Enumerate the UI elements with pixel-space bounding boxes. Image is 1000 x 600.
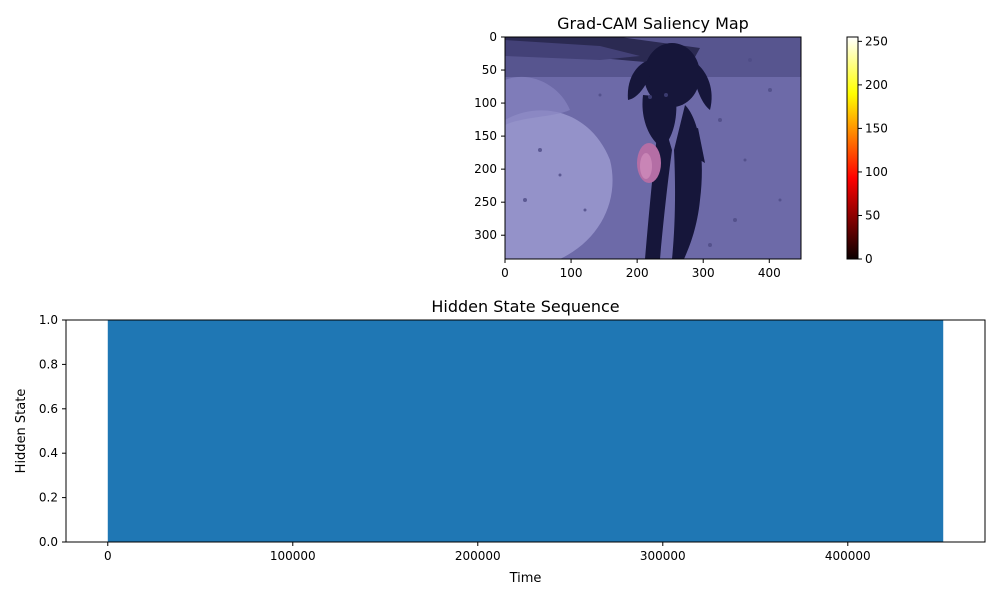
hidden-y-tick-label: 1.0 bbox=[39, 313, 58, 327]
hidden-x-tick-label: 100000 bbox=[270, 549, 316, 563]
hidden-y-tick-label: 0.0 bbox=[39, 535, 58, 549]
ground-speckles bbox=[523, 58, 782, 247]
saliency-y-tick-label: 150 bbox=[474, 129, 497, 143]
hidden-x-tick-label: 0 bbox=[104, 549, 112, 563]
hidden-state-xlabel: Time bbox=[509, 571, 542, 586]
colorbar-frame bbox=[846, 36, 859, 260]
saliency-y-tick-label: 0 bbox=[489, 30, 497, 44]
hidden-state-chart: Hidden State Sequence 0 100000 200000 30000… bbox=[14, 297, 986, 586]
saliency-y-tick-label: 300 bbox=[474, 228, 497, 242]
saliency-x-tick-label: 400 bbox=[758, 266, 781, 280]
saliency-y-axis: 0 50 100 150 200 250 300 bbox=[474, 30, 505, 242]
saliency-x-tick-label: 0 bbox=[501, 266, 509, 280]
hidden-state-bars bbox=[107, 320, 944, 542]
hidden-state-x-axis: 0 100000 200000 300000 400000 bbox=[104, 542, 871, 563]
saliency-y-tick-label: 100 bbox=[474, 96, 497, 110]
dog-silhouette bbox=[627, 43, 712, 259]
hidden-state-axes-frame bbox=[65, 319, 986, 543]
log-highlight bbox=[505, 40, 640, 60]
hidden-y-tick-label: 0.4 bbox=[39, 446, 58, 460]
sand-patch bbox=[505, 110, 613, 259]
sand-patch-2 bbox=[505, 76, 570, 125]
colorbar-tick-label: 100 bbox=[865, 165, 888, 179]
colorbar-tick-label: 200 bbox=[865, 78, 888, 92]
saliency-map-title: Grad-CAM Saliency Map bbox=[557, 14, 749, 33]
saliency-x-tick-label: 200 bbox=[626, 266, 649, 280]
saliency-image bbox=[505, 37, 801, 259]
colorbar-tick-label: 250 bbox=[865, 34, 888, 48]
colorbar-tick-label: 0 bbox=[865, 252, 873, 266]
saliency-map-chart: Grad-CAM Saliency Map bbox=[474, 14, 888, 280]
hidden-state-title: Hidden State Sequence bbox=[431, 297, 619, 316]
colorbar-tick-label: 50 bbox=[865, 208, 880, 222]
saliency-x-tick-label: 300 bbox=[692, 266, 715, 280]
dog-eye-left bbox=[648, 95, 652, 99]
hidden-y-tick-label: 0.8 bbox=[39, 357, 58, 371]
hidden-x-tick-label: 400000 bbox=[825, 549, 871, 563]
hidden-state-y-axis: 0.0 0.2 0.4 0.6 0.8 1.0 bbox=[39, 313, 66, 549]
saliency-y-tick-label: 50 bbox=[482, 63, 497, 77]
colorbar-tick-label: 150 bbox=[865, 121, 888, 135]
hidden-y-tick-label: 0.6 bbox=[39, 402, 58, 416]
saliency-x-axis: 0 100 200 300 400 bbox=[501, 259, 781, 280]
hidden-state-bar bbox=[107, 320, 944, 542]
hidden-x-tick-label: 300000 bbox=[640, 549, 686, 563]
saliency-y-tick-label: 250 bbox=[474, 195, 497, 209]
colorbar-axis: 0 50 100 150 200 250 bbox=[858, 34, 888, 266]
colorbar-gradient bbox=[847, 37, 858, 259]
hidden-y-tick-label: 0.2 bbox=[39, 491, 58, 505]
dog-eye-right bbox=[664, 93, 668, 97]
saliency-axes-frame bbox=[504, 36, 802, 260]
hidden-state-ylabel: Hidden State bbox=[14, 389, 29, 474]
hidden-x-tick-label: 200000 bbox=[455, 549, 501, 563]
saliency-x-tick-label: 100 bbox=[560, 266, 583, 280]
saliency-y-tick-label: 200 bbox=[474, 162, 497, 176]
dog-tongue-shade bbox=[640, 153, 652, 179]
colorbar: 0 50 100 150 200 250 bbox=[846, 34, 888, 266]
